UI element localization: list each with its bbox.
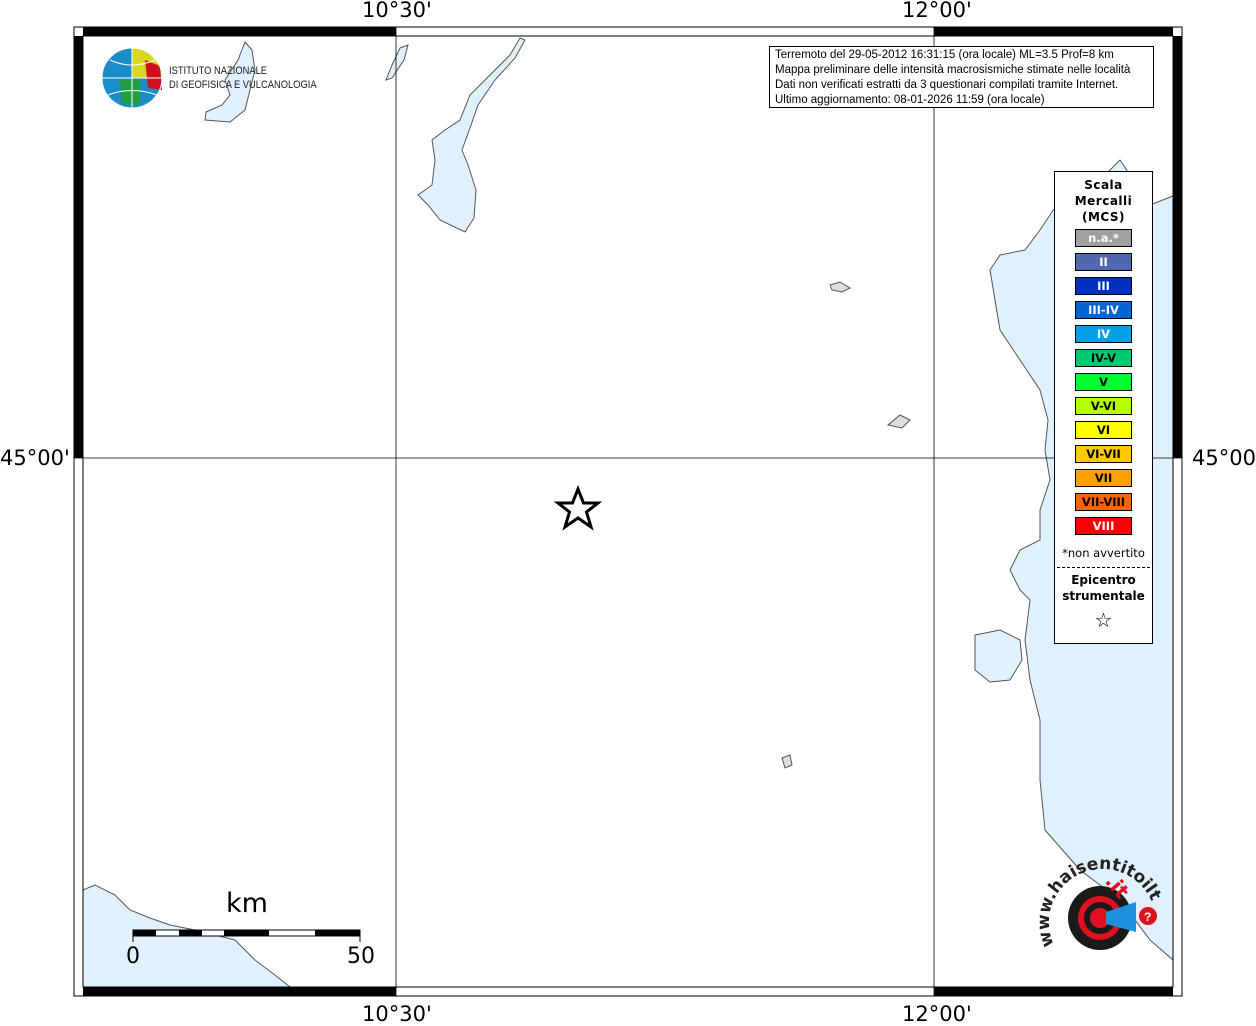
right-label-45-00: 45°00' xyxy=(1192,446,1256,470)
scale-max: 50 xyxy=(347,944,375,969)
legend-level-v-vi: V-VI xyxy=(1075,397,1132,415)
legend-level-v: V xyxy=(1075,373,1132,391)
legend-title-1: Scala xyxy=(1084,178,1123,192)
island xyxy=(886,414,911,429)
legend-level-viii: VIII xyxy=(1075,517,1132,535)
legend-title: Scala Mercalli (MCS) xyxy=(1055,177,1152,225)
info-line-1: Terremoto del 29-05-2012 16:31:15 (ora l… xyxy=(775,49,1114,61)
lake-small xyxy=(385,44,409,81)
legend-level-n-a-: n.a.* xyxy=(1075,229,1132,247)
scale-unit: km xyxy=(226,888,268,919)
legend-level-vi: VI xyxy=(1075,421,1132,439)
event-info-box: Terremoto del 29-05-2012 16:31:15 (ora l… xyxy=(769,46,1154,108)
legend-level-iii-iv: III-IV xyxy=(1075,301,1132,319)
legend-level-iii: III xyxy=(1075,277,1132,295)
map-frame-ticks xyxy=(74,27,1182,996)
epicenter-star xyxy=(553,484,603,531)
legend-title-3: (MCS) xyxy=(1081,210,1126,224)
island xyxy=(781,754,793,769)
epicenter-label-2: strumentale xyxy=(1062,589,1145,603)
info-line-4: Ultimo aggiornamento: 08-01-2026 11:59 (… xyxy=(775,94,1045,106)
logo-line-1: ISTITUTO NAZIONALE xyxy=(169,65,268,77)
inner-frame xyxy=(82,35,1174,988)
scale-bar xyxy=(132,929,361,942)
top-label-12-00: 12°00' xyxy=(902,0,972,22)
legend-title-2: Mercalli xyxy=(1074,194,1133,208)
ingv-logo-text: ISTITUTO NAZIONALE DI GEOFISICA E VULCAN… xyxy=(169,64,317,92)
legend-level-vii-viii: VII-VIII xyxy=(1075,493,1132,511)
epicenter-label-1: Epicentro xyxy=(1071,573,1136,587)
intensity-legend: Scala Mercalli (MCS) n.a.* II III III-IV IV I… xyxy=(1054,171,1153,644)
haisentito-logo-icon: www.haisentitoilterremoto ? xyxy=(1036,850,1165,950)
legend-level-ii: II xyxy=(1075,253,1132,271)
ingv-logo-icon xyxy=(101,47,163,109)
top-label-10-30: 10°30' xyxy=(362,0,432,22)
legend-note: *non avvertito xyxy=(1062,546,1145,560)
legend-level-vi-vii: VI-VII xyxy=(1075,445,1132,463)
logo-line-2: DI GEOFISICA E VULCANOLOGIA xyxy=(169,79,317,91)
info-line-3: Dati non verificati estratti da 3 questi… xyxy=(775,79,1119,91)
bottom-label-10-30: 10°30' xyxy=(362,1002,432,1026)
legend-divider xyxy=(1057,567,1150,568)
legend-level-iv-v: IV-V xyxy=(1075,349,1132,367)
svg-text:?: ? xyxy=(1144,910,1151,924)
island xyxy=(829,281,852,293)
legend-level-vii: VII xyxy=(1075,469,1132,487)
scale-min: 0 xyxy=(126,944,140,969)
left-label-45-00: 45°00' xyxy=(0,446,70,470)
lake-iseo xyxy=(204,41,256,123)
epicenter-star-icon: ☆ xyxy=(1094,608,1113,632)
info-line-2: Mappa preliminare delle intensità macros… xyxy=(775,64,1131,76)
legend-level-iv: IV xyxy=(1075,325,1132,343)
lake-garda xyxy=(417,37,526,233)
outer-frame xyxy=(73,26,1183,997)
lagoon xyxy=(974,629,1023,683)
epicenter-legend-label: Epicentro strumentale xyxy=(1055,572,1152,604)
bottom-label-12-00: 12°00' xyxy=(902,1002,972,1026)
